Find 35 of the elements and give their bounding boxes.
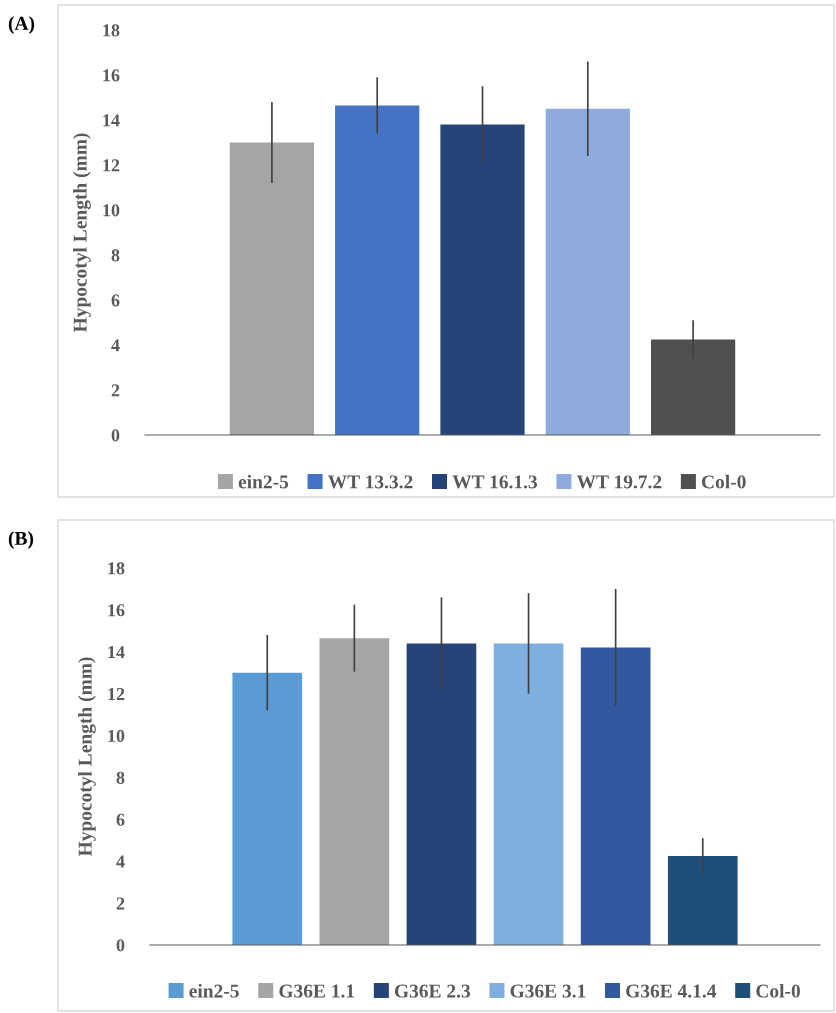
y-tick-label: 6 <box>111 294 120 307</box>
y-tick-label: 16 <box>108 604 125 617</box>
legend-label: ein2-5 <box>189 983 239 998</box>
y-axis-title: Hypocotyl Length (mm) <box>78 657 96 857</box>
y-tick-label: 12 <box>103 159 120 172</box>
y-tick-label: 14 <box>108 646 125 659</box>
y-tick-label: 2 <box>111 384 120 397</box>
legend-label: WT 16.1.3 <box>452 475 538 489</box>
legend-label: WT 19.7.2 <box>576 475 662 489</box>
legend-label: Col-0 <box>756 983 800 998</box>
y-tick-label: 2 <box>116 897 125 910</box>
y-tick-label: 4 <box>116 855 125 868</box>
y-tick-label: 0 <box>111 429 120 442</box>
y-tick-label: 8 <box>116 771 125 784</box>
legend-label: G36E 3.1 <box>510 984 586 998</box>
y-tick-label: 12 <box>108 687 125 700</box>
y-tick-label: 18 <box>103 24 120 37</box>
legend-label: G36E 4.1.4 <box>626 984 717 998</box>
y-tick-label: 6 <box>116 813 125 826</box>
y-tick-label: 0 <box>116 939 125 952</box>
y-axis-title: Hypocotyl Length (mm) <box>73 133 91 333</box>
y-tick-label: 4 <box>111 339 120 352</box>
y-tick-label: 10 <box>108 729 125 742</box>
legend-label: ein2-5 <box>238 474 289 489</box>
legend-label: G36E 2.3 <box>394 984 471 998</box>
y-tick-label: 14 <box>103 114 120 127</box>
legend-label: WT 13.3.2 <box>327 475 413 489</box>
y-tick-label: 10 <box>103 204 120 217</box>
chart-title: (A) <box>8 16 35 34</box>
chart-title: (B) <box>8 531 34 549</box>
y-tick-label: 18 <box>108 562 125 575</box>
legend-label: G36E 1.1 <box>279 984 355 998</box>
legend-label: Col-0 <box>701 474 746 489</box>
y-tick-label: 8 <box>111 249 120 262</box>
y-tick-label: 16 <box>103 69 120 82</box>
